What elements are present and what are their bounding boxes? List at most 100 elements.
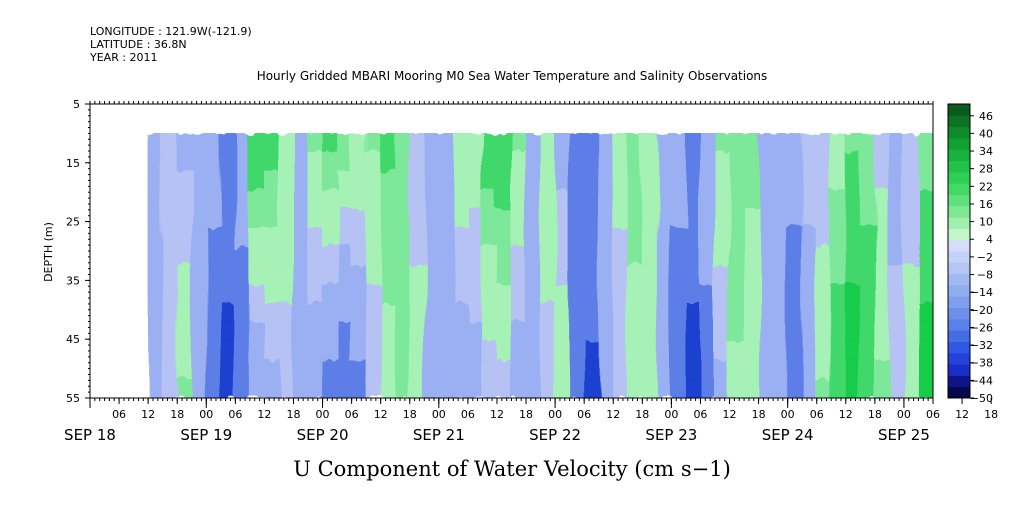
heatmap-cell: [540, 189, 556, 210]
heatmap-cell: [423, 340, 440, 361]
heatmap-cell: [307, 359, 324, 380]
heatmap-cell: [845, 340, 861, 361]
heatmap-cell: [656, 246, 672, 267]
heatmap-cell: [874, 227, 890, 248]
heatmap-cell: [191, 208, 207, 229]
axis-ticks: 5 15 25 35 45 55 06 12 18 00 06 12 18 00 06 12 18 00 06 12 1…: [64, 98, 998, 444]
heatmap-cell: [322, 246, 338, 267]
heatmap-cell: [278, 321, 294, 342]
heatmap-cell: [365, 151, 382, 172]
heatmap-cell: [525, 246, 542, 267]
heatmap-cell: [758, 227, 774, 248]
heatmap-cell: [162, 340, 178, 361]
heatmap-cell: [423, 189, 440, 210]
heatmap-cell: [699, 340, 716, 361]
heatmap-cell: [220, 246, 236, 267]
heatmap-cell: [685, 321, 701, 342]
heatmap-cell: [234, 359, 251, 380]
heatmap-cell: [380, 133, 396, 153]
colorbar-label: −2: [977, 251, 993, 264]
heatmap-cell: [699, 303, 716, 323]
heatmap-cell: [772, 151, 789, 172]
heatmap-cell: [511, 321, 527, 342]
heatmap-cell: [772, 227, 789, 248]
heatmap-cell: [540, 303, 556, 323]
heatmap-cell: [380, 246, 396, 267]
heatmap-cell: [627, 340, 643, 361]
heatmap-cell: [467, 133, 483, 153]
heatmap-cell: [656, 208, 672, 229]
heatmap-cell: [438, 265, 454, 286]
heatmap-cell: [612, 208, 629, 229]
heatmap-cell: [787, 340, 803, 361]
heatmap-cell: [656, 303, 672, 323]
heatmap-cell: [409, 133, 425, 153]
heatmap-cell: [336, 133, 353, 153]
heatmap-cell: [220, 227, 236, 248]
heatmap-cell: [452, 340, 469, 361]
heatmap-cell: [714, 303, 731, 323]
heatmap-cell: [772, 170, 789, 191]
heatmap-cell: [699, 246, 716, 267]
heatmap-cell: [874, 265, 890, 286]
colorbar-swatch: [948, 364, 970, 376]
heatmap-cell: [220, 359, 236, 380]
heatmap-cell: [627, 133, 643, 153]
heatmap-cell: [845, 246, 861, 267]
heatmap-cell: [583, 208, 600, 229]
heatmap-cell: [336, 321, 353, 342]
heatmap-cell: [205, 151, 222, 172]
x-hour-label: 18: [984, 408, 998, 421]
x-hour-label: 06: [112, 408, 126, 421]
heatmap-cell: [278, 265, 294, 286]
heatmap-cell: [903, 359, 919, 380]
heatmap-cell: [292, 340, 309, 361]
heatmap-cell: [554, 133, 571, 153]
heatmap-cell: [176, 170, 193, 191]
x-hour-label: 06: [228, 408, 242, 421]
heatmap-cell: [176, 133, 193, 153]
heatmap-cell: [801, 246, 818, 267]
heatmap-cell: [307, 208, 324, 229]
heatmap-cell: [801, 265, 818, 286]
heatmap-cell: [816, 321, 832, 342]
heatmap-cell: [816, 340, 832, 361]
heatmap-cell: [845, 321, 861, 342]
x-hour-label: 00: [199, 408, 213, 421]
colorbar-swatch: [948, 183, 970, 195]
heatmap-cell: [496, 151, 512, 172]
colorbar-swatch: [948, 104, 970, 116]
heatmap-cell: [554, 303, 571, 323]
heatmap-cell: [656, 378, 672, 398]
heatmap-cell: [729, 151, 745, 172]
heatmap-cell: [714, 378, 731, 398]
heatmap-cell: [365, 321, 382, 342]
heatmap-cell: [816, 170, 832, 191]
heatmap-cell: [612, 227, 629, 248]
heatmap-cell: [147, 133, 164, 153]
heatmap-cell: [292, 208, 309, 229]
heatmap-cell: [845, 208, 861, 229]
heatmap-cell: [554, 265, 571, 286]
x-hour-label: 12: [374, 408, 388, 421]
heatmap-cell: [845, 284, 861, 304]
heatmap-cell: [467, 284, 483, 304]
heatmap-cell: [830, 340, 847, 361]
heatmap-cell: [830, 284, 847, 304]
heatmap-cell: [394, 133, 411, 153]
heatmap-cell: [511, 359, 527, 380]
heatmap-cell: [729, 208, 745, 229]
heatmap-cell: [670, 227, 687, 248]
heatmap-cell: [758, 189, 774, 210]
heatmap-cell: [423, 303, 440, 323]
heatmap-cell: [452, 284, 469, 304]
heatmap-cell: [307, 378, 324, 398]
heatmap-cell: [336, 246, 353, 267]
heatmap-cell: [859, 189, 876, 210]
heatmap-cell: [220, 340, 236, 361]
colorbar-label: −26: [970, 321, 993, 334]
heatmap-cell: [830, 170, 847, 191]
colorbar-swatch: [948, 262, 970, 275]
heatmap-cell: [292, 170, 309, 191]
